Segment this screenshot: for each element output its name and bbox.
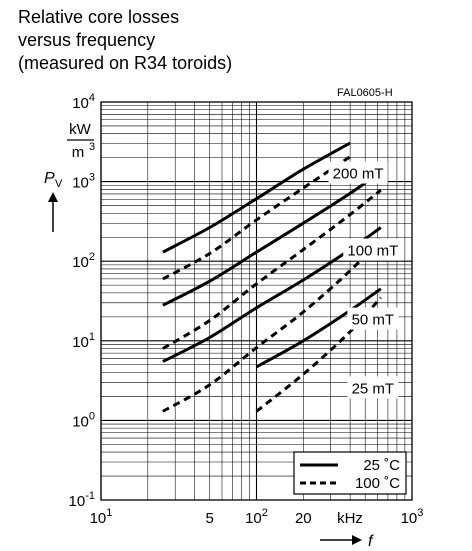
- x-tick-base: 10: [401, 510, 418, 527]
- series-line-100mt-100c: [162, 189, 382, 350]
- y-tick-base: 10: [72, 95, 89, 112]
- series-line-100mt-25c: [162, 170, 382, 307]
- series-line-200mt-100c: [162, 155, 351, 281]
- x-tick-exponent: 1: [106, 507, 112, 519]
- x-axis-unit: kHz: [337, 510, 363, 527]
- figure-code: FAL0605-H: [337, 87, 393, 99]
- y-tick-exponent: 0: [89, 410, 95, 422]
- x-tick-exponent: 3: [417, 507, 423, 519]
- curve-label-bg: [347, 307, 399, 330]
- legend-box: [293, 451, 407, 495]
- x-tick-label: 103: [401, 507, 424, 527]
- title-line-1: Relative core losses: [18, 7, 180, 27]
- y-tick-exponent: -1: [85, 490, 95, 502]
- y-tick-label: 10-1: [69, 490, 95, 510]
- series-line-200mt-25c: [162, 141, 351, 254]
- plot-frame: [100, 101, 413, 501]
- chart-title: Relative core losses versus frequency (m…: [18, 6, 232, 75]
- x-tick-base: 20: [295, 510, 312, 527]
- curve-label-bg: [347, 376, 399, 399]
- y-tick-exponent: 2: [89, 251, 95, 263]
- y-tick-exponent: 3: [89, 172, 95, 184]
- curve-labels: 200 mT 100 mT 50 mT 25 mT: [328, 161, 403, 399]
- curve-label: 100 mT: [347, 243, 398, 260]
- curve-label: 50 mT: [352, 312, 395, 329]
- y-tick-label: 104: [72, 92, 95, 112]
- legend-label: 25 ˚C: [363, 457, 400, 474]
- y-tick-label: 102: [72, 251, 95, 271]
- curve-label: 25 mT: [352, 380, 395, 397]
- y-tick-base: 10: [72, 334, 89, 351]
- y-tick-exponent: 4: [89, 92, 95, 104]
- y-tick-label: 103: [72, 172, 95, 192]
- x-tick-label: 102: [245, 507, 268, 527]
- y-axis-symbol: P: [44, 170, 55, 187]
- grid: [100, 102, 412, 501]
- title-line-2: versus frequency: [18, 30, 156, 50]
- x-tick-exponent: 2: [262, 507, 268, 519]
- y-axis-symbol-subscript: V: [55, 178, 63, 190]
- y-axis-unit-numerator: kW: [69, 121, 92, 138]
- title-line-3: (measured on R34 toroids): [18, 53, 233, 73]
- series-line-25mt-25c: [255, 287, 382, 369]
- curve-label-bg: [343, 238, 403, 261]
- curve-label-bg: [328, 161, 388, 184]
- x-tick-label: 20: [295, 510, 312, 527]
- y-tick-base: 10: [69, 493, 86, 510]
- legend-label: 100 ˚C: [355, 475, 400, 492]
- y-tick-exponent: 1: [89, 331, 95, 343]
- y-tick-base: 10: [72, 175, 89, 192]
- x-tick-base: 10: [90, 510, 107, 527]
- curve-label: 200 mT: [333, 166, 384, 183]
- y-tick-base: 10: [72, 413, 89, 430]
- x-tick-label: 101: [90, 507, 113, 527]
- x-tick-base: 10: [245, 510, 262, 527]
- series-line-50mt-100c: [162, 237, 382, 413]
- x-tick-label: 5: [206, 510, 214, 527]
- y-tick-base: 10: [72, 254, 89, 271]
- y-axis-unit-exponent: 3: [89, 141, 95, 153]
- y-tick-label: 100: [72, 410, 95, 430]
- x-tick-base: 5: [206, 510, 214, 527]
- y-tick-label: 101: [72, 331, 95, 351]
- x-axis-arrow-head: [352, 535, 362, 545]
- y-axis-arrow-head: [48, 192, 58, 202]
- y-axis-unit-denominator: m: [72, 144, 85, 161]
- x-axis-symbol: f: [368, 533, 374, 550]
